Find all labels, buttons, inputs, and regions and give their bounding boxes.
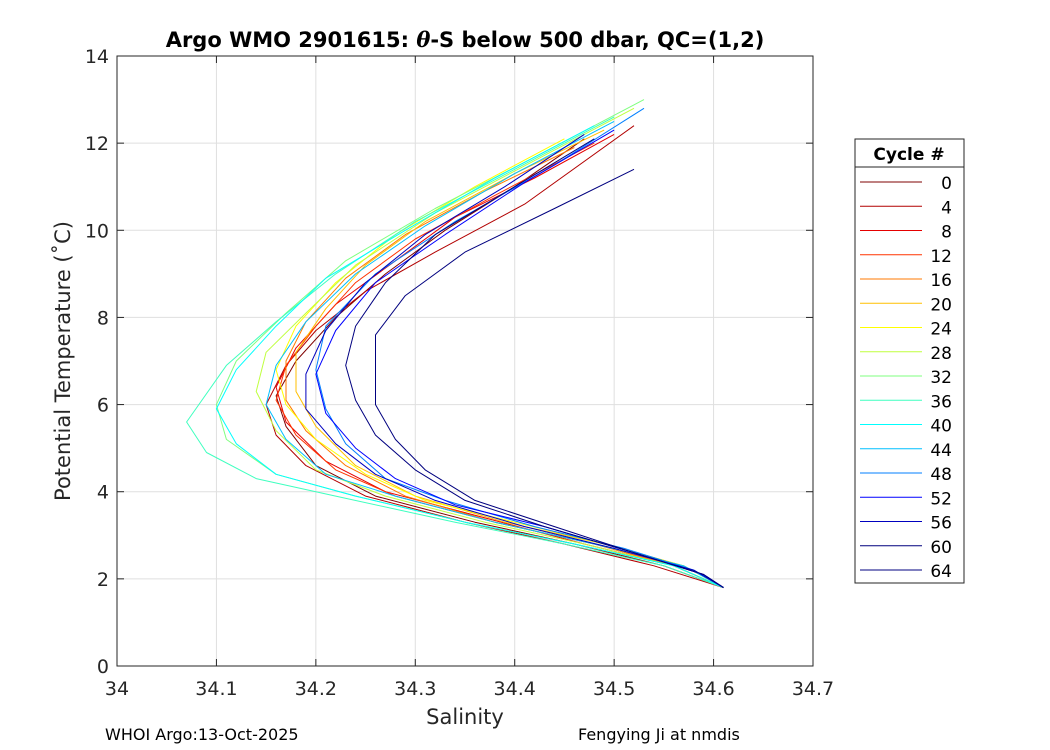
y-tick-label: 4 (97, 482, 109, 504)
y-tick-label: 6 (97, 395, 109, 417)
x-tick-label: 34.5 (593, 678, 635, 700)
y-tick-label: 0 (97, 656, 109, 678)
chart-title-prefix: Argo WMO 2901615: (166, 28, 417, 52)
x-tick-label: 34.1 (195, 678, 237, 700)
y-tick-label: 12 (85, 133, 109, 155)
series-line-cycle-56 (305, 133, 724, 589)
legend-label-cycle-12: 12 (930, 247, 952, 267)
series-line-cycle-28 (255, 107, 724, 589)
plot-area (186, 99, 724, 589)
series-line-cycle-40 (215, 125, 724, 589)
y-tick-label: 8 (97, 307, 109, 329)
x-tick-label: 34.6 (692, 678, 734, 700)
series-line-cycle-36 (186, 116, 724, 589)
series-line-cycle-52 (315, 129, 724, 589)
legend-label-cycle-64: 64 (930, 562, 952, 582)
chart-title-suffix: -S below 500 dbar, QC=(1,2) (430, 28, 764, 52)
series-line-cycle-16 (285, 147, 724, 589)
legend-label-cycle-48: 48 (930, 465, 952, 485)
chart-title-theta: θ (416, 27, 430, 52)
legend-label-cycle-20: 20 (930, 295, 952, 315)
axis-ticks: 34 34.1 34.2 34.3 34.4 34.5 34.6 34.7 0 2 4 6 8 10 12 1… (85, 46, 834, 700)
legend-label-cycle-8: 8 (941, 223, 952, 243)
y-tick-label: 2 (97, 569, 109, 591)
chart-title: Argo WMO 2901615: θ-S below 500 dbar, QC… (166, 27, 765, 52)
series-line-cycle-8 (275, 133, 724, 589)
legend-label-cycle-4: 4 (941, 198, 952, 218)
y-tick-label: 14 (85, 46, 109, 68)
x-axis-label: Salinity (426, 705, 504, 729)
footer-credit-left: WHOI Argo:13-Oct-2025 (105, 725, 299, 744)
x-tick-label: 34.4 (494, 678, 536, 700)
legend-title: Cycle # (873, 145, 944, 165)
legend-label-cycle-44: 44 (930, 441, 952, 461)
legend-label-cycle-52: 52 (930, 489, 952, 509)
y-tick-label: 10 (85, 220, 109, 242)
series-line-cycle-48 (315, 107, 724, 589)
x-tick-label: 34.3 (394, 678, 436, 700)
grid-lines (117, 56, 813, 666)
legend-box (854, 138, 965, 584)
x-tick-label: 34.7 (792, 678, 834, 700)
series-line-cycle-44 (265, 120, 724, 589)
footer-credit-right: Fengying Ji at nmdis (578, 725, 740, 744)
legend-label-cycle-24: 24 (930, 320, 952, 340)
legend-label-cycle-0: 0 (941, 174, 952, 194)
y-axis-label: Potential Temperature (˚C) (51, 221, 75, 501)
legend-label-cycle-40: 40 (930, 417, 952, 437)
x-tick-label: 34.2 (295, 678, 337, 700)
series-line-cycle-64 (345, 138, 724, 589)
legend-label-cycle-32: 32 (930, 368, 952, 388)
legend-label-cycle-56: 56 (930, 514, 952, 534)
legend-label-cycle-28: 28 (930, 344, 952, 364)
x-tick-label: 34 (105, 678, 129, 700)
legend-label-cycle-60: 60 (930, 538, 952, 558)
plot-frame (116, 55, 814, 667)
legend-label-cycle-36: 36 (930, 392, 952, 412)
legend-label-cycle-16: 16 (930, 271, 952, 291)
